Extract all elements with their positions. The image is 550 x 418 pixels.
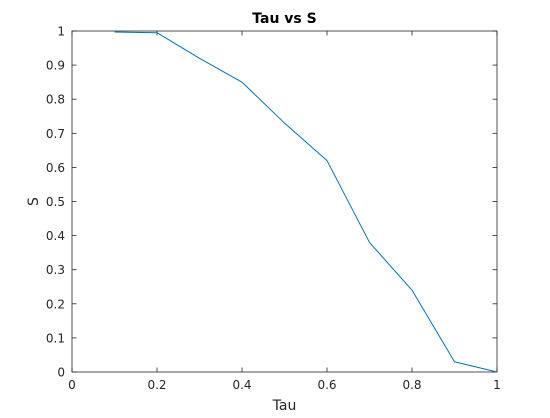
x-axis-label: Tau (272, 398, 297, 414)
y-tick-label: 0.7 (46, 127, 65, 141)
y-tick-label: 0.8 (46, 93, 65, 107)
x-tick-label: 0 (68, 378, 76, 392)
y-tick-label: 0.2 (46, 297, 65, 311)
x-tick-label: 0.8 (402, 378, 421, 392)
y-tick-label: 0.4 (46, 229, 65, 243)
chart-title: Tau vs S (252, 11, 316, 27)
y-tick-label: 1 (57, 25, 65, 39)
y-tick-label: 0.1 (46, 331, 65, 345)
axes-box (71, 30, 498, 373)
x-tick-label: 0.2 (147, 378, 166, 392)
x-tick-label: 0.4 (232, 378, 251, 392)
x-tick-label: 0.6 (317, 378, 336, 392)
x-tick-label: 1 (493, 378, 501, 392)
y-axis-ticks: 0 0.1 0.2 0.3 0.4 0.5 0.6 0.7 0.8 0.9 1 (46, 25, 497, 380)
series-line (114, 31, 498, 373)
y-tick-label: 0 (57, 366, 65, 380)
y-tick-label: 0.3 (46, 263, 65, 277)
plot-area: 0 0.2 0.4 0.6 0.8 1 0 0.1 0.2 0.3 0.4 0.5 0.6 0.7 0.8… (46, 25, 501, 393)
y-tick-label: 0.6 (46, 161, 65, 175)
y-tick-label: 0.9 (46, 59, 65, 73)
y-axis-label: S (26, 197, 42, 206)
y-tick-label: 0.5 (46, 195, 65, 209)
x-axis-ticks: 0 0.2 0.4 0.6 0.8 1 (68, 31, 501, 392)
series-layer (114, 31, 498, 373)
